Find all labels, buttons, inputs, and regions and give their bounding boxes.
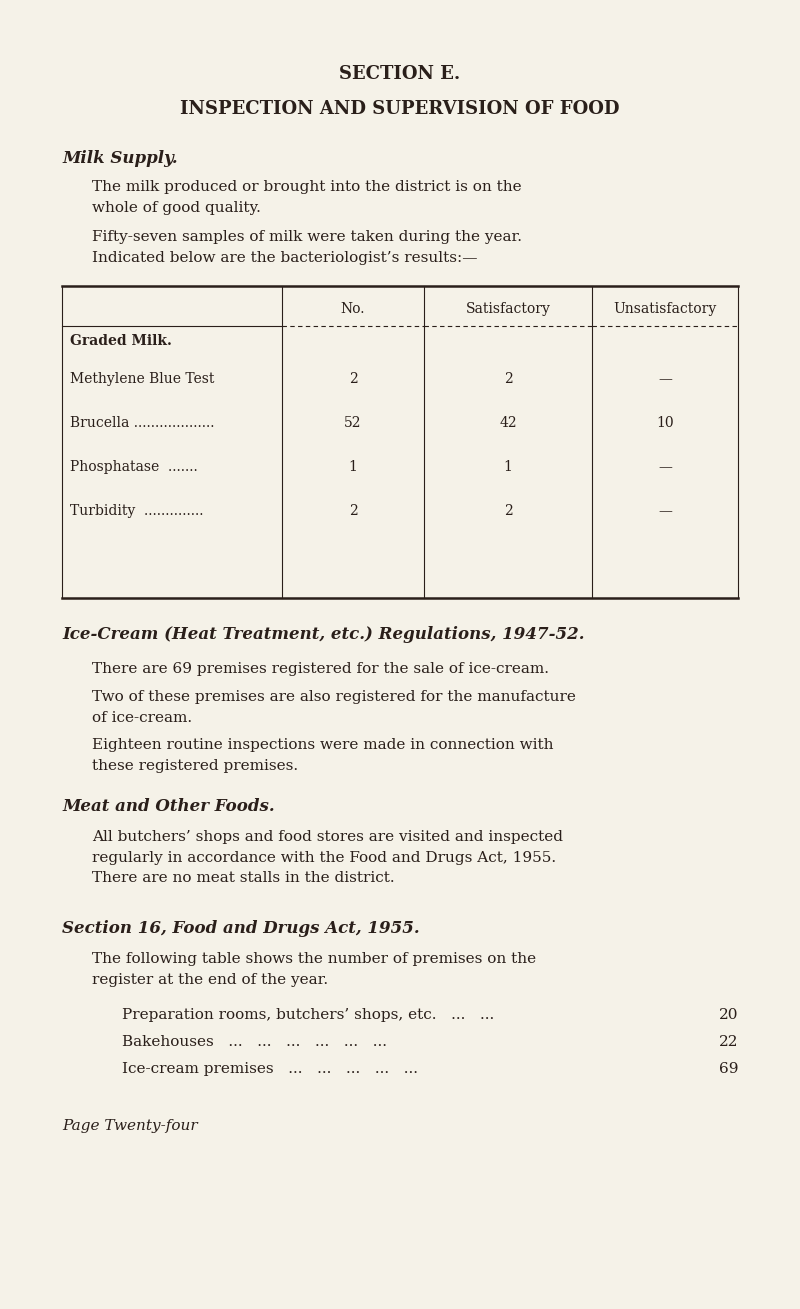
Text: Eighteen routine inspections were made in connection with
these registered premi: Eighteen routine inspections were made i… (92, 738, 554, 772)
Text: 2: 2 (504, 504, 512, 518)
Text: 52: 52 (344, 416, 362, 429)
Text: Graded Milk.: Graded Milk. (70, 334, 172, 348)
Text: Ice-cream premises   ...   ...   ...   ...   ...: Ice-cream premises ... ... ... ... ... (122, 1062, 433, 1076)
Text: Two of these premises are also registered for the manufacture
of ice-cream.: Two of these premises are also registere… (92, 690, 576, 725)
Text: Page Twenty-four: Page Twenty-four (62, 1119, 198, 1134)
Text: Ice-Cream (Heat Treatment, etc.) Regulations, 1947-52.: Ice-Cream (Heat Treatment, etc.) Regulat… (62, 626, 585, 643)
Text: Phosphatase  .......: Phosphatase ....... (70, 459, 198, 474)
Text: Methylene Blue Test: Methylene Blue Test (70, 372, 214, 386)
Text: Brucella ...................: Brucella ................... (70, 416, 214, 429)
Text: INSPECTION AND SUPERVISION OF FOOD: INSPECTION AND SUPERVISION OF FOOD (180, 99, 620, 118)
Text: Milk Supply.: Milk Supply. (62, 151, 178, 168)
Text: All butchers’ shops and food stores are visited and inspected
regularly in accor: All butchers’ shops and food stores are … (92, 830, 563, 885)
Text: 2: 2 (349, 504, 358, 518)
Text: Satisfactory: Satisfactory (466, 302, 550, 315)
Text: There are 69 premises registered for the sale of ice-cream.: There are 69 premises registered for the… (92, 662, 549, 675)
Text: 20: 20 (718, 1008, 738, 1022)
Text: 2: 2 (349, 372, 358, 386)
Text: Unsatisfactory: Unsatisfactory (614, 302, 717, 315)
Text: The milk produced or brought into the district is on the
whole of good quality.: The milk produced or brought into the di… (92, 181, 522, 215)
Text: Meat and Other Foods.: Meat and Other Foods. (62, 798, 274, 816)
Text: 1: 1 (503, 459, 513, 474)
Text: SECTION E.: SECTION E. (339, 65, 461, 82)
Text: 2: 2 (504, 372, 512, 386)
Text: 10: 10 (656, 416, 674, 429)
Text: The following table shows the number of premises on the
register at the end of t: The following table shows the number of … (92, 952, 536, 987)
Text: Section 16, Food and Drugs Act, 1955.: Section 16, Food and Drugs Act, 1955. (62, 920, 420, 937)
Text: 42: 42 (499, 416, 517, 429)
Text: 22: 22 (718, 1035, 738, 1049)
Text: Turbidity  ..............: Turbidity .............. (70, 504, 203, 518)
Text: Fifty-seven samples of milk were taken during the year.
Indicated below are the : Fifty-seven samples of milk were taken d… (92, 230, 522, 264)
Text: —: — (658, 504, 672, 518)
Text: Bakehouses   ...   ...   ...   ...   ...   ...: Bakehouses ... ... ... ... ... ... (122, 1035, 402, 1049)
Text: No.: No. (341, 302, 366, 315)
Text: —: — (658, 372, 672, 386)
Text: 69: 69 (718, 1062, 738, 1076)
Text: 1: 1 (349, 459, 358, 474)
Text: —: — (658, 459, 672, 474)
Text: Preparation rooms, butchers’ shops, etc.   ...   ...: Preparation rooms, butchers’ shops, etc.… (122, 1008, 509, 1022)
